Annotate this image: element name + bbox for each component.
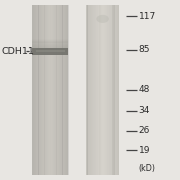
Bar [32,5,68,175]
Bar [62,5,64,175]
Bar [97,5,98,175]
Bar [36,50,65,52]
Bar [48,5,49,175]
Bar [107,5,108,175]
Bar [103,5,104,175]
Bar [98,5,100,175]
Text: (kD): (kD) [139,164,156,173]
Bar [37,5,39,175]
Bar [94,5,95,175]
Bar [87,5,89,175]
Bar [32,46,68,48]
Bar [117,5,118,175]
Bar [55,5,57,175]
Bar [67,5,69,175]
Bar [60,5,61,175]
Bar [106,5,107,175]
Bar [42,5,43,175]
Bar [36,5,37,175]
Bar [118,5,119,175]
Bar [114,5,116,175]
Bar [89,5,90,175]
Text: 26: 26 [139,126,150,135]
Bar [108,5,109,175]
Bar [86,5,119,175]
Bar [32,39,68,42]
Text: 85: 85 [139,45,150,54]
Bar [32,45,68,47]
Bar [49,5,51,175]
Bar [96,5,97,175]
Ellipse shape [96,15,109,23]
Bar [92,5,93,175]
Bar [32,47,68,50]
Text: 19: 19 [139,146,150,155]
Bar [32,40,68,43]
Bar [58,5,59,175]
Bar [100,5,102,175]
Bar [56,5,58,175]
Bar [65,5,66,175]
Bar [90,5,91,175]
Bar [66,5,67,175]
Bar [52,5,53,175]
Bar [105,5,106,175]
Text: 117: 117 [139,12,156,21]
Bar [61,5,63,175]
Bar [50,5,52,175]
Bar [32,42,68,45]
Bar [32,48,68,55]
Bar [86,5,88,175]
Bar [46,5,47,175]
Bar [104,5,105,175]
Bar [35,5,36,175]
Bar [109,5,110,175]
Bar [113,5,115,175]
Bar [38,5,40,175]
Text: 48: 48 [139,86,150,94]
Bar [32,44,68,46]
Bar [112,5,114,175]
Bar [54,5,55,175]
Bar [64,5,65,175]
Bar [34,5,35,175]
Bar [32,41,68,44]
Bar [95,5,96,175]
Bar [40,5,41,175]
Bar [110,5,111,175]
Bar [41,5,42,175]
Text: 34: 34 [139,106,150,115]
Bar [59,5,60,175]
Bar [91,5,92,175]
Bar [111,5,112,175]
Bar [93,5,94,175]
Bar [99,5,101,175]
Bar [44,5,46,175]
Text: CDH11: CDH11 [2,47,35,56]
Bar [102,5,103,175]
Bar [32,5,34,175]
Bar [43,5,45,175]
Bar [53,5,54,175]
Bar [47,5,48,175]
Bar [116,5,117,175]
